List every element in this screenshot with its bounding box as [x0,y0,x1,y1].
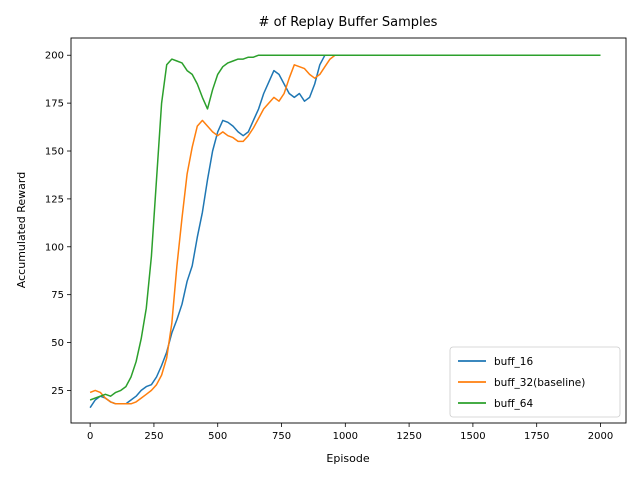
y-tick-label: 200 [45,51,64,62]
legend-label-2: buff_32(baseline) [494,377,585,389]
x-tick-label: 0 [87,431,93,442]
legend-label-1: buff_16 [494,356,533,368]
y-tick-label: 150 [45,147,64,158]
chart-title: # of Replay Buffer Samples [259,15,438,30]
series-line-2 [89,54,601,405]
x-axis: 0 250 500 750 1000 1250 1500 1750 2000 [87,423,613,442]
legend: buff_16 buff_32(baseline) buff_64 [449,346,621,418]
x-tick-label: 2000 [588,431,613,442]
legend-box [449,346,621,418]
x-tick-label: 500 [208,431,227,442]
series-line-3 [89,54,601,401]
x-axis-label: Episode [326,452,369,465]
x-tick-label: 1000 [333,431,358,442]
x-tick-label: 1750 [524,431,549,442]
y-axis-label: Accumulated Reward [15,172,28,288]
x-tick-label: 1500 [460,431,485,442]
y-tick-label: 25 [51,386,64,397]
series-layer [89,54,601,409]
x-tick-label: 1250 [396,431,421,442]
y-tick-label: 75 [51,290,64,301]
y-tick-label: 100 [45,242,64,253]
y-tick-label: 125 [45,194,64,205]
y-tick-label: 175 [45,99,64,110]
y-tick-label: 50 [51,338,64,349]
y-axis: 25 50 75 100 125 150 175 200 [45,51,71,397]
plot-frame [70,37,627,424]
legend-label-3: buff_64 [494,398,533,410]
x-tick-label: 750 [272,431,291,442]
x-tick-label: 250 [144,431,163,442]
series-line-1 [89,54,601,409]
